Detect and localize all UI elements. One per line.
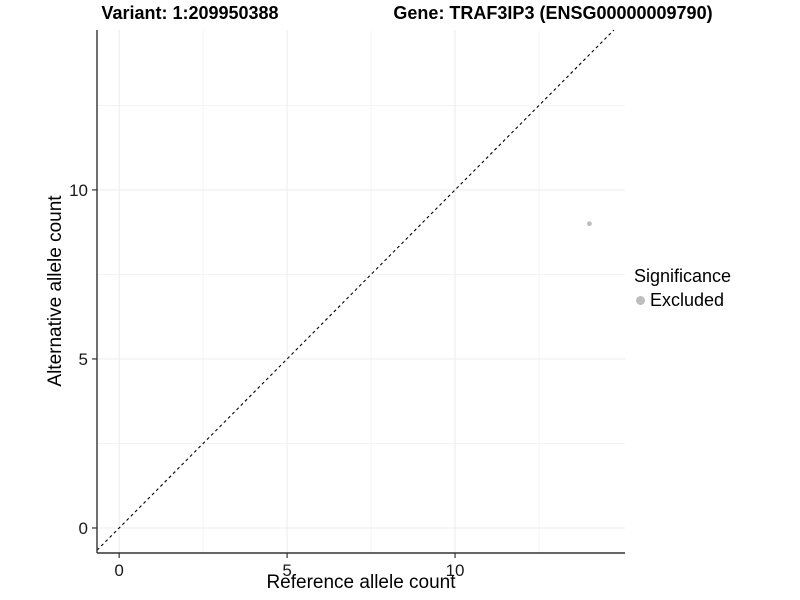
x-tick-label: 10 [446, 561, 465, 580]
y-tick-label: 5 [79, 350, 88, 369]
y-axis-title: Alternative allele count [45, 195, 66, 387]
legend-item-excluded: Excluded [634, 290, 731, 311]
x-tick-label: 5 [282, 561, 291, 580]
x-axis-title: Reference allele count [266, 572, 456, 593]
legend-title: Significance [634, 266, 732, 286]
y-tick-label: 10 [69, 181, 88, 200]
plot-title-gene: Gene: TRAF3IP3 (ENSG00000009790) [393, 3, 713, 23]
x-tick-label: 0 [114, 561, 123, 580]
data-point [586, 221, 592, 227]
legend-point-icon [636, 296, 645, 305]
identity-dashed-line [96, 29, 615, 551]
legend: Significance Excluded [634, 266, 731, 311]
plot-title-variant: Variant: 1:209950388 [101, 3, 279, 23]
y-tick-label: 0 [79, 519, 88, 538]
legend-item-label: Excluded [650, 290, 725, 310]
